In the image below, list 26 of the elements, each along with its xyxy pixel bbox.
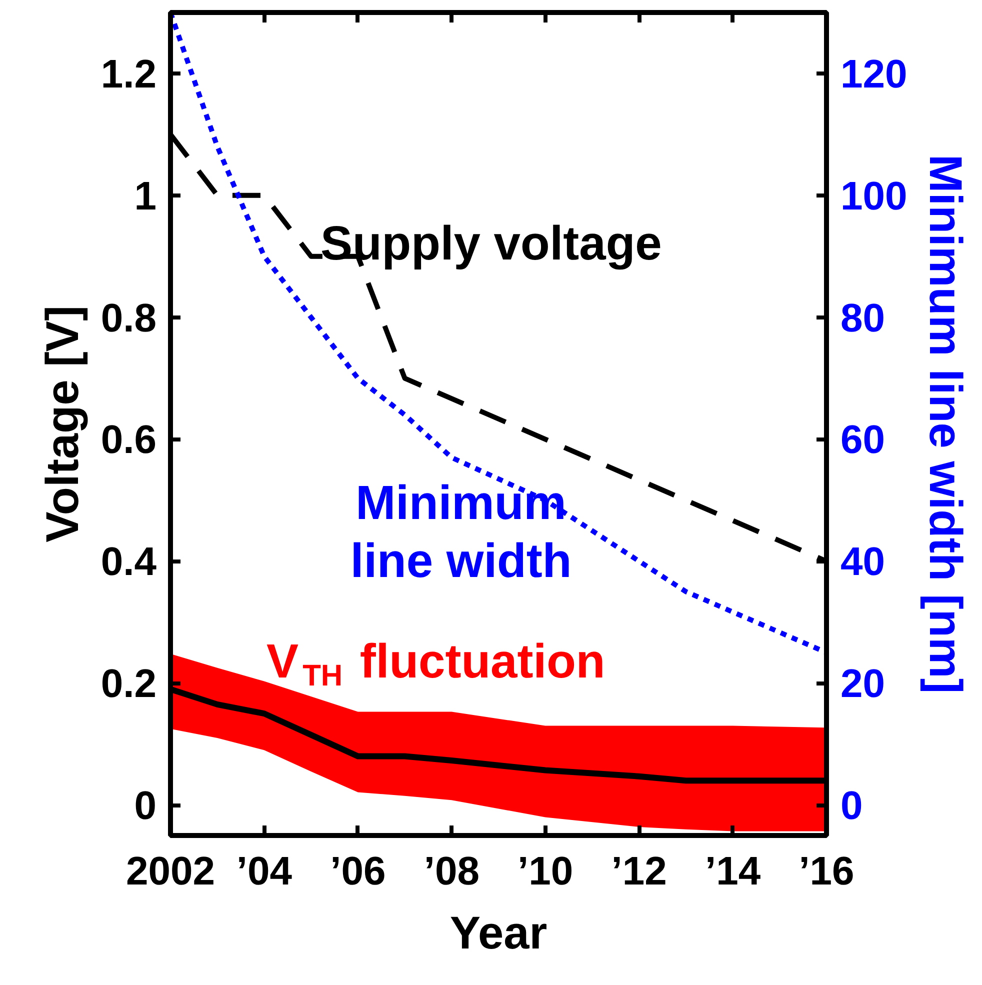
x-tick-label: ’04 — [236, 850, 293, 894]
y-tick-label: 1 — [134, 174, 157, 218]
x-tick-label: ’16 — [798, 850, 854, 894]
x-tick-label: ’10 — [518, 850, 574, 894]
y2-tick-label: 80 — [840, 296, 885, 340]
y-tick-label: 0.8 — [100, 296, 157, 340]
x-tick-label: ’14 — [704, 850, 762, 894]
y-tick-label: 0.4 — [100, 540, 158, 584]
x-tick-label: ’08 — [424, 850, 480, 894]
y2-axis-title: Minimum line width [nm] — [920, 154, 972, 694]
series-label: Supply voltage — [320, 218, 662, 271]
y2-tick-label: 20 — [840, 662, 885, 706]
y2-tick-label: 40 — [840, 540, 885, 584]
x-tick-label: ’12 — [611, 850, 667, 894]
y2-tick-label: 120 — [840, 52, 908, 96]
x-tick-label: 2002 — [126, 850, 215, 894]
x-tick-label: ’06 — [330, 850, 386, 894]
y-tick-label: 0.6 — [100, 418, 157, 462]
y-tick-label: 0 — [134, 784, 157, 828]
y-tick-label: 0.2 — [100, 662, 157, 706]
y2-tick-label: 0 — [840, 784, 863, 828]
y2-tick-label: 60 — [840, 418, 885, 462]
y-tick-label: 1.2 — [100, 52, 157, 96]
x-axis-title: Year — [450, 906, 548, 958]
y2-tick-label: 100 — [840, 174, 908, 218]
y-axis-title: Voltage [V] — [36, 306, 88, 542]
